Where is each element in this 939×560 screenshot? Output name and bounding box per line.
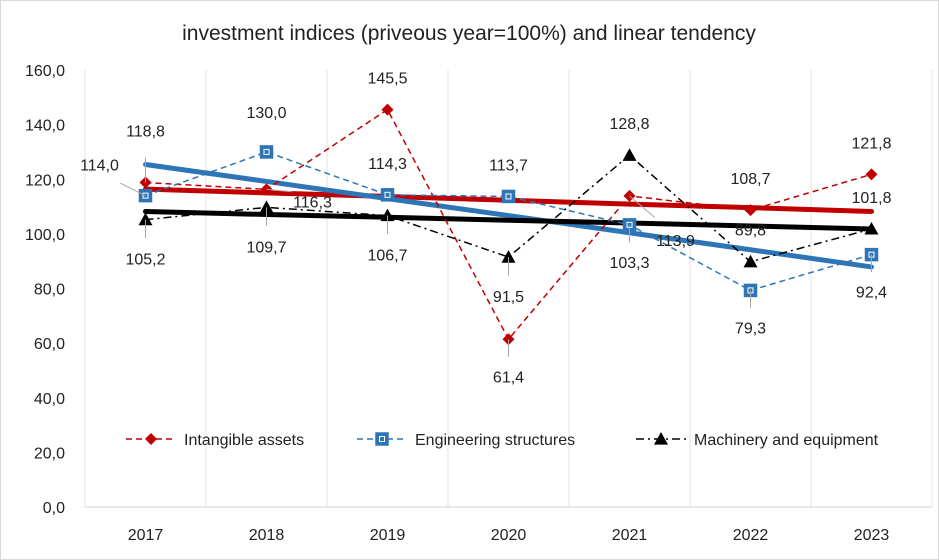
x-tick-label: 2020 <box>491 527 527 544</box>
data-point-marker <box>744 204 757 217</box>
data-label: 114,3 <box>368 156 407 173</box>
legend-label: Engineering structures <box>415 432 575 449</box>
data-point-marker <box>743 254 758 268</box>
data-point-marker <box>864 221 879 235</box>
y-tick-label: 40,0 <box>34 391 65 408</box>
data-label: 113,9 <box>656 233 695 250</box>
y-tick-label: 120,0 <box>25 172 65 189</box>
data-point-marker <box>380 188 395 202</box>
data-label: 101,8 <box>851 190 891 207</box>
data-label: 116,3 <box>293 194 332 211</box>
y-tick-label: 20,0 <box>34 445 65 462</box>
grid <box>84 70 933 508</box>
legend-marker <box>375 432 389 446</box>
data-label: 113,7 <box>489 157 528 174</box>
data-point-marker-inner <box>384 191 391 198</box>
legend-marker-inner <box>379 436 385 442</box>
trend-line <box>143 162 874 270</box>
x-tick-label: 2019 <box>370 527 406 544</box>
y-tick-label: 80,0 <box>34 282 65 299</box>
x-tick-label: 2017 <box>128 527 164 544</box>
x-tick-label: 2022 <box>733 527 769 544</box>
legend-marker <box>145 433 157 445</box>
x-tick-label: 2021 <box>612 527 648 544</box>
data-point-marker <box>259 145 274 159</box>
data-label: 79,3 <box>735 320 766 337</box>
data-label: 130,0 <box>246 105 286 122</box>
data-label: 92,4 <box>856 285 887 302</box>
y-tick-label: 140,0 <box>25 118 65 135</box>
x-axis: 2017 2018 2019 2020 2021 2022 2023 <box>128 527 890 544</box>
data-label: 121,8 <box>851 135 891 152</box>
label-leader-line <box>119 182 146 197</box>
y-tick-label: 0,0 <box>43 500 65 517</box>
y-axis: 0,0 20,0 40,0 60,0 80,0 100,0 120,0 140,0 160,0 <box>25 63 65 517</box>
legend-label: Machinery and equipment <box>694 432 879 449</box>
data-point-marker <box>501 250 516 263</box>
label-leader-line <box>266 188 292 193</box>
data-label: 61,4 <box>493 369 524 386</box>
y-tick-label: 160,0 <box>25 63 65 80</box>
x-tick-label: 2018 <box>249 527 285 544</box>
data-label: 105,2 <box>125 252 165 269</box>
data-label: 145,5 <box>367 71 407 88</box>
data-point-marker <box>259 200 274 213</box>
data-point-marker <box>381 103 394 116</box>
data-label: 89,8 <box>735 223 766 240</box>
data-labels: 118,8 116,3 145,5 61,4 113,9 108,7 121,8 114,0 1… <box>80 71 892 387</box>
data-point-marker-inner <box>263 148 270 155</box>
data-point-marker-inner <box>505 193 512 200</box>
legend: Intangible assets Engineering structures M… <box>126 432 879 449</box>
y-tick-label: 60,0 <box>34 336 65 353</box>
x-tick-label: 2023 <box>854 527 890 544</box>
data-label: 109,7 <box>246 239 286 256</box>
chart-title: investment indices (priveous year=100%) … <box>182 22 756 45</box>
data-point-marker <box>380 208 395 222</box>
data-point-marker <box>138 212 153 226</box>
data-label: 108,7 <box>730 171 770 188</box>
data-point-marker <box>622 148 637 161</box>
data-label: 106,7 <box>367 248 407 265</box>
legend-label: Intangible assets <box>184 432 304 449</box>
data-point-marker <box>501 189 516 204</box>
data-point-marker-inner <box>142 192 149 199</box>
y-tick-label: 100,0 <box>25 227 65 244</box>
label-leader-line <box>629 195 656 218</box>
legend-marker <box>654 432 668 445</box>
data-point-marker <box>865 168 878 181</box>
data-label: 114,0 <box>80 158 119 175</box>
data-label: 118,8 <box>126 124 165 141</box>
data-label: 128,8 <box>609 116 649 133</box>
data-label: 91,5 <box>493 289 524 306</box>
data-label: 103,3 <box>609 255 649 272</box>
